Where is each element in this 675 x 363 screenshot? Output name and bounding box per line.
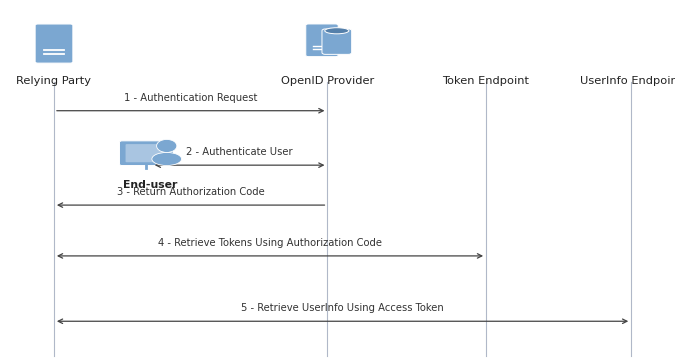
Text: 5 - Retrieve UserInfo Using Access Token: 5 - Retrieve UserInfo Using Access Token bbox=[241, 303, 444, 313]
Ellipse shape bbox=[325, 28, 349, 34]
FancyBboxPatch shape bbox=[322, 29, 352, 54]
FancyBboxPatch shape bbox=[35, 24, 73, 63]
FancyBboxPatch shape bbox=[119, 141, 173, 166]
Text: Token Endpoint: Token Endpoint bbox=[443, 76, 529, 86]
Text: End-user: End-user bbox=[124, 180, 178, 191]
FancyBboxPatch shape bbox=[306, 24, 338, 57]
Ellipse shape bbox=[157, 139, 177, 152]
Text: UserInfo Endpoint: UserInfo Endpoint bbox=[580, 76, 675, 86]
Text: 1 - Authentication Request: 1 - Authentication Request bbox=[124, 93, 257, 103]
Text: 3 - Return Authorization Code: 3 - Return Authorization Code bbox=[117, 187, 265, 197]
FancyBboxPatch shape bbox=[126, 144, 167, 162]
Text: Relying Party: Relying Party bbox=[16, 76, 92, 86]
Text: OpenID Provider: OpenID Provider bbox=[281, 76, 374, 86]
Text: 2 - Authenticate User: 2 - Authenticate User bbox=[186, 147, 293, 157]
Text: 4 - Retrieve Tokens Using Authorization Code: 4 - Retrieve Tokens Using Authorization … bbox=[158, 238, 382, 248]
Ellipse shape bbox=[152, 152, 182, 166]
